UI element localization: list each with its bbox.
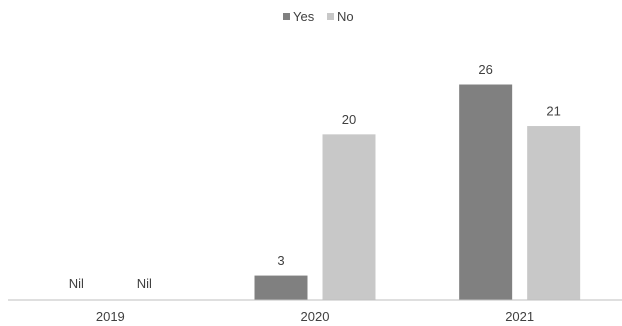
data-label-yes-2021: 26: [478, 62, 492, 77]
data-label-no-2020: 20: [342, 112, 356, 127]
data-label-no-2019: Nil: [137, 276, 152, 291]
bars: [253, 83, 582, 301]
data-labels: Nil Nil 3 20 26 21: [69, 62, 561, 291]
bar-no-2021: [526, 125, 582, 301]
bar-yes-2021: [458, 83, 514, 301]
data-label-no-2021: 21: [546, 104, 560, 119]
x-tick-label-2021: 2021: [505, 309, 534, 324]
x-tick-label-2020: 2020: [301, 309, 330, 324]
legend-label-yes: Yes: [293, 9, 315, 24]
legend: Yes No: [283, 9, 354, 24]
bar-yes-2020: [253, 274, 309, 301]
x-tick-labels: 2019 2020 2021: [96, 309, 534, 324]
x-tick-label-2019: 2019: [96, 309, 125, 324]
legend-label-no: No: [337, 9, 354, 24]
legend-swatch-yes: [283, 13, 290, 20]
bar-no-2020: [321, 133, 377, 301]
data-label-yes-2020: 3: [277, 253, 284, 268]
data-label-yes-2019: Nil: [69, 276, 84, 291]
legend-swatch-no: [327, 13, 334, 20]
